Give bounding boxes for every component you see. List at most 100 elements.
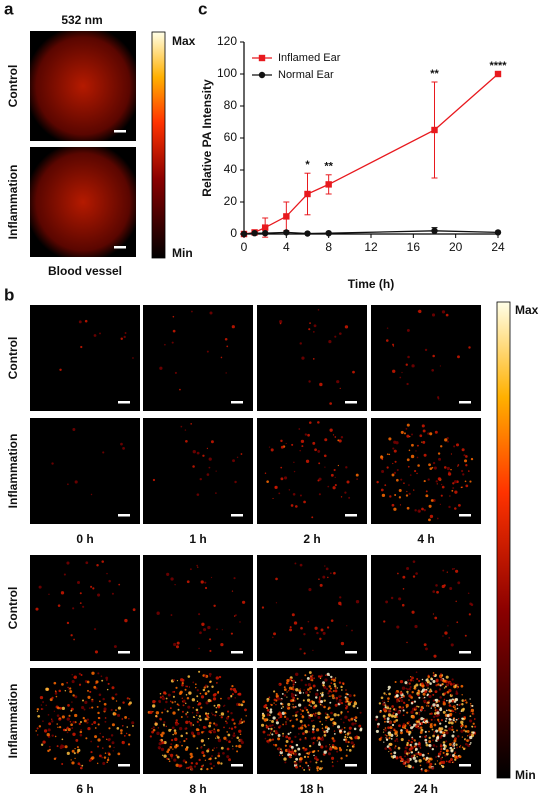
scale-bar [345,651,357,654]
speckle [327,708,330,710]
speckle [333,697,335,699]
speckle [180,734,184,738]
speckle [334,689,338,693]
speckle [384,704,387,707]
panel-label: a [4,0,14,18]
speckle [393,751,397,755]
scale-bar [459,651,471,654]
speckle [234,480,237,484]
speckle [435,745,438,748]
speckle [213,722,216,725]
speckle [311,701,316,705]
speckle [406,382,409,386]
image [30,555,140,661]
speckle [314,626,318,630]
speckle [96,564,99,567]
speckle [388,742,393,747]
speckle [331,694,335,698]
speckle [390,596,394,600]
speckle [428,518,431,522]
speckle [213,604,216,608]
speckle [231,325,235,329]
image [257,305,367,411]
speckle [108,727,111,730]
speckle [106,761,109,763]
speckle [299,757,303,761]
speckle [95,680,99,684]
speckle [324,712,327,715]
speckle [423,480,426,483]
speckle [344,733,347,736]
speckle [432,672,435,674]
speckle [163,754,167,758]
speckle [73,675,77,679]
speckle [379,710,382,713]
speckle [300,626,303,630]
speckle [396,625,400,629]
speckle [208,721,212,725]
scale-bar [459,401,471,404]
speckle [312,330,315,333]
speckle [298,428,301,430]
speckle [99,754,102,758]
speckle [464,739,467,741]
speckle [200,739,205,743]
speckle [292,715,294,717]
speckle [317,479,320,482]
speckle [171,341,174,344]
time-label: 8 h [189,782,206,796]
speckle [121,724,124,727]
speckle [279,322,282,325]
speckle [461,694,463,696]
speckle [429,682,432,685]
speckle [275,694,279,698]
x-tick-label: 16 [407,240,421,254]
speckle [406,434,410,438]
speckle [453,568,455,570]
speckle [331,765,335,768]
speckle [330,619,334,622]
speckle [315,696,318,699]
speckle [314,704,318,708]
speckle [419,726,423,729]
speckle [414,759,418,763]
speckle [406,458,410,462]
speckle [231,685,234,688]
speckle [299,708,302,711]
y-tick-label: 20 [224,194,238,208]
speckle [436,760,439,762]
speckle [198,647,200,650]
speckle [307,755,310,758]
speckle [284,723,288,726]
speckle [408,730,412,735]
speckle [172,679,176,682]
speckle [469,715,472,718]
speckle [413,745,416,748]
speckle [305,691,309,695]
speckle [445,731,449,735]
speckle [220,746,224,750]
speckle [299,342,302,345]
speckle [389,495,392,498]
speckle [398,496,402,499]
speckle [196,564,198,567]
speckle [421,682,424,686]
speckle [180,716,183,718]
speckle [410,696,413,699]
speckle [193,716,196,719]
speckle [448,688,452,693]
speckle [229,687,233,691]
speckle [51,734,54,737]
speckle [330,691,333,693]
speckle [53,710,56,712]
speckle [331,745,335,749]
speckle [431,466,434,469]
speckle [421,769,423,772]
speckle [173,758,177,762]
speckle [451,489,454,492]
speckle [206,350,209,353]
speckle [461,448,465,452]
speckle [387,697,390,700]
speckle [306,676,310,680]
speckle [295,743,299,747]
